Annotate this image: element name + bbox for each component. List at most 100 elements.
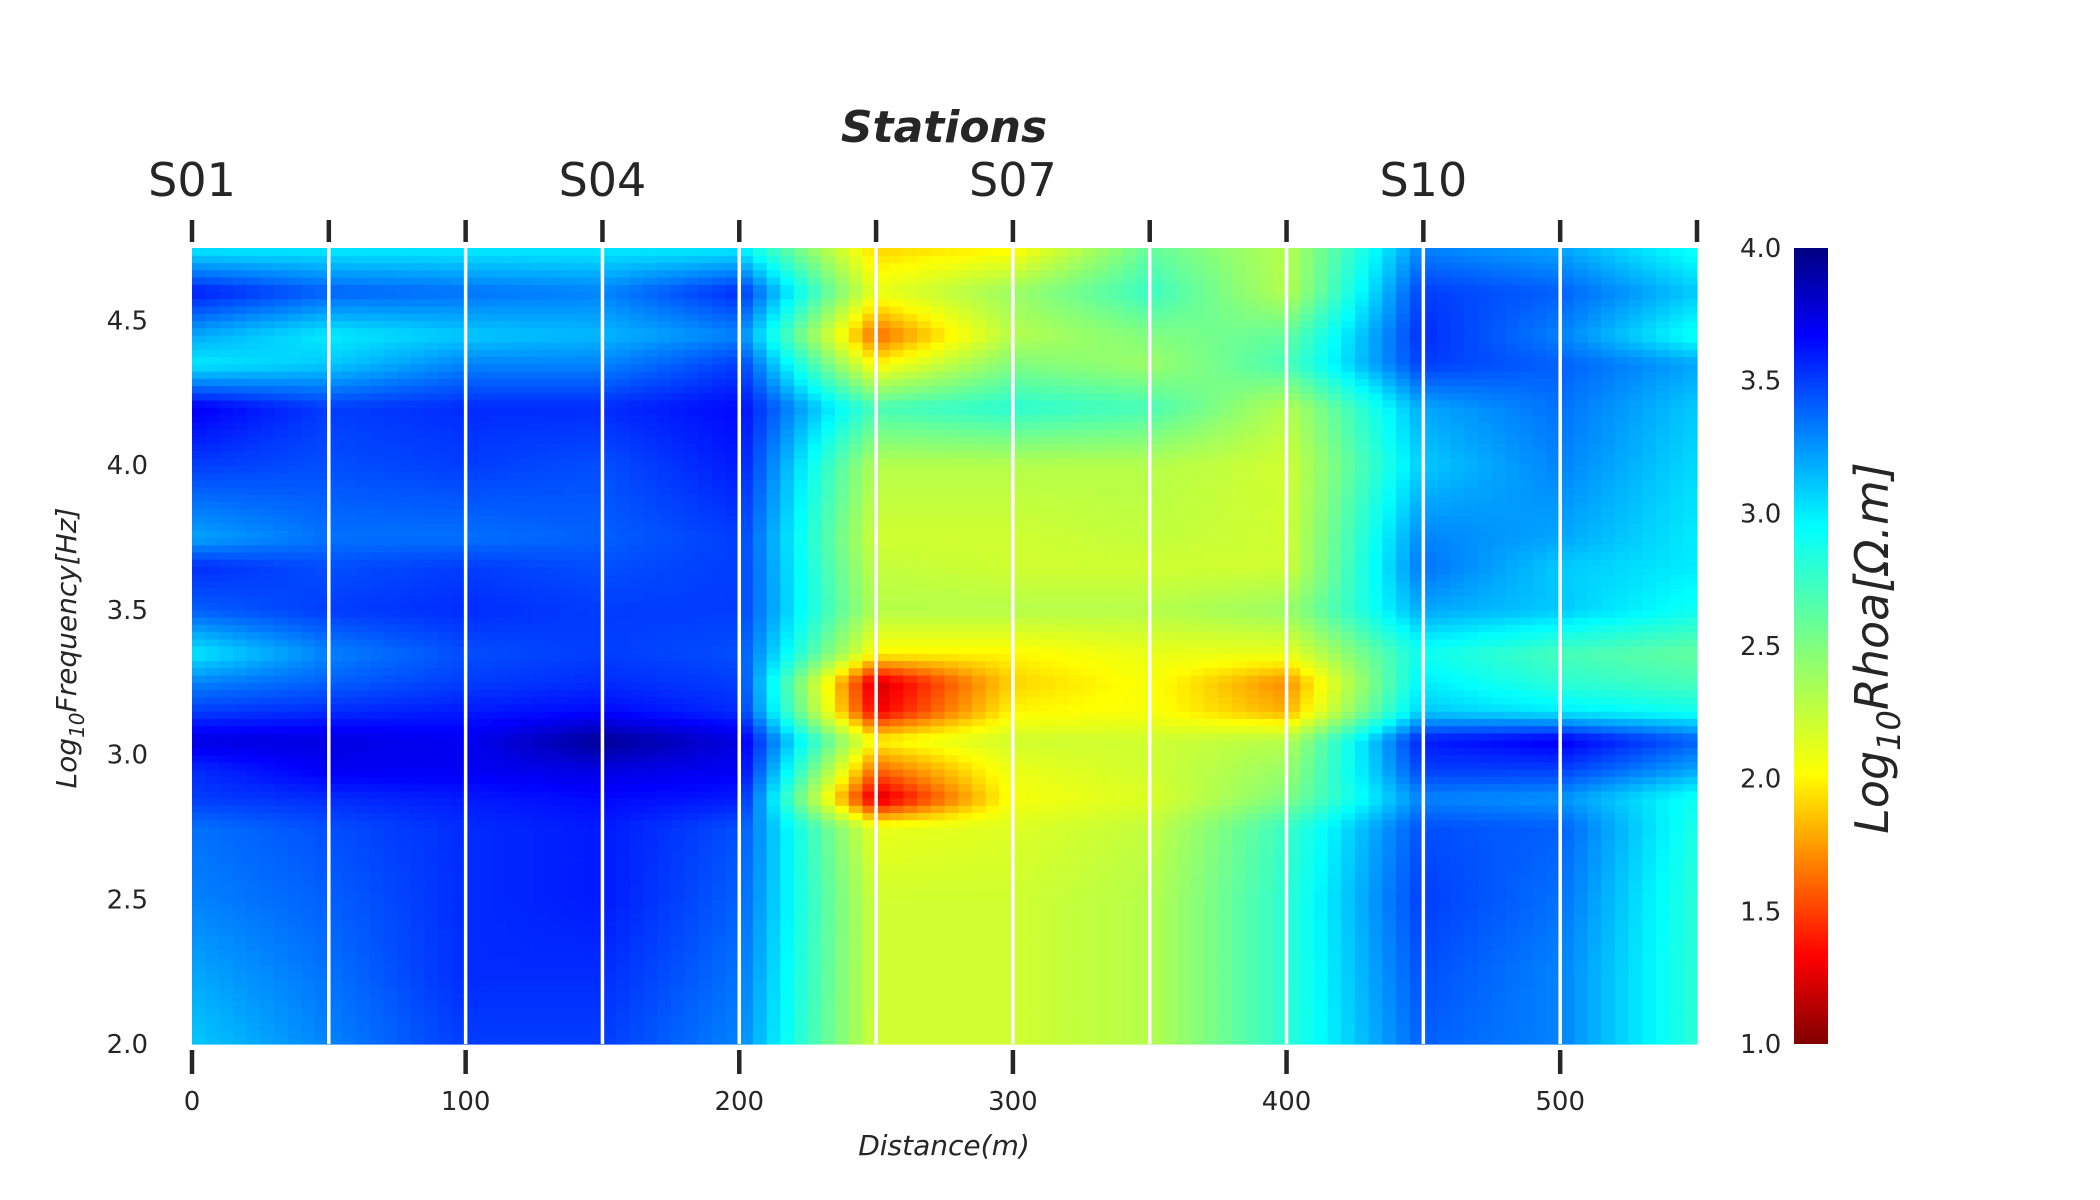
heatmap-cell [192, 986, 207, 994]
heatmap-cell [1231, 848, 1247, 857]
heatmap-cell [479, 906, 494, 915]
heatmap-cell [739, 863, 754, 871]
heatmap-cell [629, 725, 645, 734]
heatmap-cell [698, 855, 713, 864]
heatmap-cell [1108, 1029, 1123, 1038]
heatmap-cell [602, 1029, 617, 1038]
heatmap-cell [1450, 920, 1466, 929]
heatmap-cell [1012, 725, 1028, 734]
heatmap-cell [233, 769, 248, 777]
heatmap-cell [930, 986, 946, 994]
heatmap-cell [1040, 834, 1055, 842]
heatmap-cell [1026, 812, 1041, 821]
heatmap-cell [219, 812, 234, 821]
heatmap-cell [1163, 971, 1178, 980]
heatmap-cell [534, 906, 549, 915]
heatmap-cell [328, 1007, 344, 1016]
heatmap-cell [1532, 797, 1548, 806]
heatmap-cell [835, 1022, 850, 1031]
heatmap-cell [438, 964, 453, 973]
heatmap-cell [192, 978, 207, 987]
heatmap-cell [369, 906, 385, 915]
heatmap-cell [260, 942, 275, 951]
heatmap-cell [301, 906, 316, 915]
heatmap-cell [547, 884, 563, 893]
heatmap-cell [356, 841, 371, 850]
heatmap-cell [725, 906, 740, 915]
heatmap-cell [1368, 863, 1383, 871]
heatmap-cell [287, 1036, 303, 1045]
heatmap-cell [192, 1036, 207, 1045]
heatmap-cell [1026, 971, 1041, 980]
heatmap-cell [1587, 884, 1602, 893]
heatmap-cell [1081, 884, 1096, 893]
heatmap-cell [1683, 1015, 1698, 1023]
heatmap-cell [958, 783, 973, 792]
heatmap-cell [1683, 928, 1698, 937]
heatmap-cell [1450, 783, 1466, 792]
heatmap-cell [821, 841, 836, 850]
heatmap-cell [1560, 899, 1575, 908]
heatmap-cell [451, 718, 467, 727]
heatmap-cell [424, 986, 439, 994]
heatmap-cell [670, 1022, 686, 1031]
heatmap-cell [1177, 783, 1192, 792]
heatmap-cell [356, 993, 371, 1002]
heatmap-cell [1040, 769, 1055, 777]
heatmap-cell [1382, 797, 1397, 806]
heatmap-cell [205, 1022, 220, 1031]
heatmap-cell [1546, 725, 1561, 734]
heatmap-cell [1532, 769, 1548, 777]
heatmap-cell [506, 855, 521, 864]
heatmap-cell [1327, 942, 1342, 951]
heatmap-cell [821, 855, 836, 864]
heatmap-cell [1040, 797, 1055, 806]
heatmap-cell [397, 884, 412, 893]
heatmap-cell [1190, 783, 1206, 792]
heatmap-cell [451, 978, 467, 987]
heatmap-cell [725, 935, 740, 944]
heatmap-cell [1573, 747, 1589, 756]
heatmap-cell [1478, 797, 1493, 806]
heatmap-cell [274, 725, 289, 734]
heatmap-cell [1573, 1007, 1589, 1016]
heatmap-cell [274, 754, 289, 763]
heatmap-cell [1136, 812, 1151, 821]
heatmap-cell [1505, 812, 1520, 821]
heatmap-cell [1546, 740, 1561, 748]
heatmap-cell [1368, 986, 1383, 994]
heatmap-cell [1519, 718, 1534, 727]
heatmap-cell [1382, 812, 1397, 821]
heatmap-cell [848, 819, 864, 828]
heatmap-cell [1245, 790, 1260, 799]
heatmap-cell [561, 826, 576, 835]
heatmap-cell [1491, 863, 1507, 871]
heatmap-cell [260, 957, 275, 965]
heatmap-cell [438, 1015, 453, 1023]
heatmap-cell [670, 971, 686, 980]
heatmap-cell [1464, 747, 1479, 756]
heatmap-cell [780, 863, 795, 871]
heatmap-cell [1560, 993, 1575, 1002]
heatmap-cell [684, 826, 699, 835]
heatmap-cell [616, 725, 631, 734]
heatmap-cell [1218, 928, 1233, 937]
heatmap-cell [1040, 740, 1055, 748]
heatmap-cell [506, 776, 521, 785]
heatmap-cell [205, 855, 220, 864]
heatmap-cell [192, 776, 207, 785]
heatmap-cell [1122, 971, 1137, 980]
heatmap-cell [1546, 754, 1561, 763]
heatmap-cell [274, 812, 289, 821]
heatmap-cell [629, 732, 645, 741]
heatmap-cell [534, 1029, 549, 1038]
heatmap-cell [821, 747, 836, 756]
heatmap-cell [1437, 718, 1452, 727]
heatmap-cell [493, 769, 508, 777]
heatmap-cell [876, 928, 891, 937]
heatmap-cell [1341, 986, 1356, 994]
heatmap-cell [657, 928, 672, 937]
heatmap-cell [670, 899, 686, 908]
heatmap-cell [1108, 978, 1123, 987]
heatmap-cell [1491, 718, 1507, 727]
